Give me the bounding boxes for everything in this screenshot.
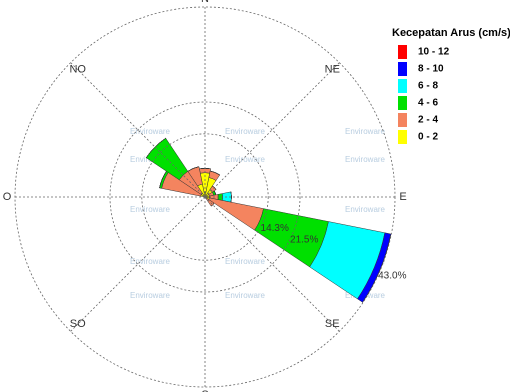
watermark: Enviroware (345, 155, 386, 164)
ring-label: 14.3% (261, 223, 289, 234)
watermark: Enviroware (225, 127, 266, 136)
legend-label: 6 - 8 (418, 81, 438, 92)
watermark: Enviroware (345, 127, 386, 136)
petal-segment (146, 138, 166, 158)
petal-segment (199, 168, 211, 170)
legend-swatch (398, 62, 407, 76)
legend-label: 4 - 6 (418, 98, 438, 109)
direction-label: NE (325, 64, 340, 76)
direction-label: O (3, 191, 12, 203)
legend-label: 8 - 10 (418, 64, 444, 75)
watermark: Enviroware (130, 127, 171, 136)
grid-ring (109, 101, 301, 293)
petal-segment (210, 170, 220, 176)
watermark: Enviroware (130, 257, 171, 266)
watermark: Enviroware (225, 257, 266, 266)
direction-label: SO (70, 318, 86, 330)
legend-swatch (398, 79, 407, 93)
legend-label: 2 - 4 (418, 115, 438, 126)
legend-title: Kecepatan Arus (cm/s) (392, 27, 510, 39)
direction-label: N (201, 0, 209, 5)
direction-label: E (399, 191, 406, 203)
legend-swatch (398, 96, 407, 110)
petal-segment (208, 197, 264, 231)
legend-label: 0 - 2 (418, 132, 438, 143)
direction-label: S (201, 389, 208, 392)
watermark: Enviroware (130, 205, 171, 214)
watermark: Enviroware (225, 291, 266, 300)
legend-swatch (398, 113, 407, 127)
watermark: Enviroware (345, 205, 386, 214)
direction-label: SE (325, 318, 340, 330)
direction-label: NO (69, 64, 86, 76)
watermark: Enviroware (130, 291, 171, 300)
petal-segment (212, 185, 217, 190)
legend-label: 10 - 12 (418, 47, 450, 58)
legend-swatch (398, 45, 407, 59)
watermark: Enviroware (225, 155, 266, 164)
grid-ring (141, 133, 269, 261)
ring-label: 21.5% (290, 235, 318, 246)
ring-label: 43.0% (378, 270, 406, 281)
legend-swatch (398, 130, 407, 144)
